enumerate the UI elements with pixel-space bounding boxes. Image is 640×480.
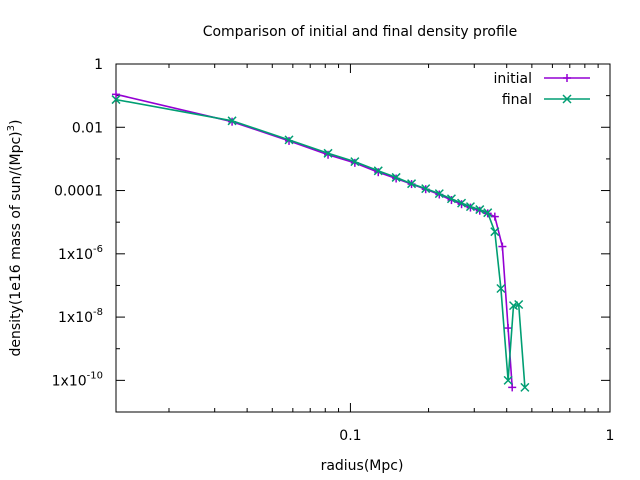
cross-marker-b [434, 189, 444, 199]
cross-marker-b [391, 172, 401, 182]
legend-label-final: final [502, 92, 532, 108]
cross-marker-b [421, 184, 431, 194]
data-point-initial [504, 324, 513, 333]
data-point-final [483, 208, 493, 218]
y-axis-label: density(1e16 mass of sun/(Mpc)3) [6, 120, 24, 357]
y-tick-label-exp: -6 [93, 244, 103, 255]
cross-marker-b [520, 382, 530, 392]
y-tick-label: 1x10-10 [52, 370, 103, 389]
cross-marker-b [373, 166, 383, 176]
data-point-initial [112, 90, 120, 99]
y-tick-label-exp: -10 [87, 370, 103, 381]
y-axis-label-main: density(1e16 mass of sun/(Mpc) [8, 131, 24, 356]
y-tick-label: 0.0001 [54, 184, 103, 200]
data-point-initial [490, 212, 499, 221]
data-point-final [111, 95, 121, 105]
data-point-final [350, 157, 360, 167]
legend-marker-initial [563, 74, 571, 82]
data-point-final [490, 227, 500, 237]
data-point-final [284, 135, 294, 145]
cross-marker-b [457, 198, 467, 208]
data-point-final [373, 166, 383, 176]
cross-marker-b [496, 283, 506, 294]
y-tick-label-base: 0.0001 [54, 184, 103, 200]
x-axis-label: radius(Mpc) [321, 458, 404, 474]
y-tick-label-base: 1x10 [58, 247, 93, 263]
y-tick-label: 1 [94, 57, 103, 73]
data-point-final [434, 189, 444, 199]
cross-marker-b [503, 375, 513, 385]
cross-marker-b [483, 208, 493, 218]
data-point-final [496, 283, 506, 294]
y-axis-label-exp: 3 [6, 125, 17, 131]
cross-marker-b [562, 94, 572, 104]
x-tick-label: 1 [606, 428, 615, 444]
y-tick-label: 0.01 [72, 120, 103, 136]
legend: initial final [494, 71, 590, 108]
data-point-final [446, 194, 456, 204]
data-point-final [323, 148, 333, 158]
series-layer [111, 90, 530, 392]
cross-marker-b [407, 179, 417, 189]
data-point-final [475, 205, 485, 215]
axis-ticks [116, 63, 611, 413]
cross-marker-b [465, 202, 475, 212]
y-tick-label-base: 1 [94, 57, 103, 73]
y-tick-label-base: 0.01 [72, 120, 103, 136]
cross-marker-b [514, 299, 524, 310]
data-point-final [421, 184, 431, 194]
data-point-initial [508, 383, 517, 392]
chart-title: Comparison of initial and final density … [203, 24, 518, 40]
cross-marker-b [227, 116, 237, 126]
cross-marker-b [323, 148, 333, 158]
series-line-initial [115, 93, 513, 388]
cross-marker-b [490, 227, 500, 237]
data-point-final [407, 179, 417, 189]
data-point-final [520, 382, 530, 392]
y-tick-label-exp: -8 [93, 307, 103, 318]
data-point-final [457, 198, 467, 208]
cross-marker-b [475, 205, 485, 215]
cross-marker-b [350, 157, 360, 167]
y-tick-label-base: 1x10 [58, 310, 93, 326]
legend-label-initial: initial [494, 71, 533, 87]
y-tick-label: 1x10-6 [58, 244, 103, 263]
cross-marker-b [284, 135, 294, 145]
data-point-final [465, 202, 475, 212]
data-point-final [391, 172, 401, 182]
series-line-final [115, 98, 526, 388]
cross-marker-b [446, 194, 456, 204]
data-point-initial [498, 242, 507, 251]
series-initial [112, 90, 517, 392]
y-tick-label-base: 1x10 [52, 373, 87, 389]
data-point-final [514, 299, 524, 310]
series-final [111, 95, 530, 392]
x-tick-label: 0.1 [339, 428, 361, 444]
y-axis-label-close: ) [8, 120, 24, 125]
y-tick-label: 1x10-8 [58, 307, 103, 326]
data-point-final [503, 375, 513, 385]
data-point-final [227, 116, 237, 126]
cross-marker-b [111, 95, 121, 105]
plot-frame [115, 63, 611, 413]
legend-marker-final [562, 94, 572, 104]
